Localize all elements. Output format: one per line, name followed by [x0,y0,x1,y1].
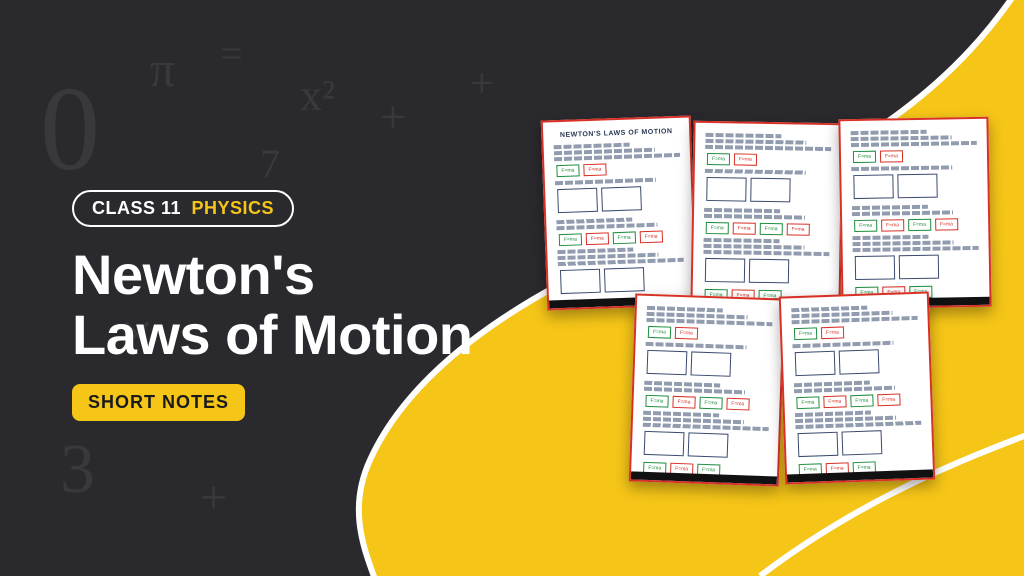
math-doodle: + [200,470,227,525]
math-doodle: = [220,30,243,77]
main-title: Newton's Laws of Motion [72,245,473,366]
formula-box-green: F=ma [613,232,636,245]
mini-diagram [604,267,645,292]
mini-diagram [601,186,642,211]
formula-box-green: F=ma [648,326,671,339]
mini-diagram [842,430,883,455]
formula-box-red: F=ma [821,326,844,339]
handwriting-line [797,484,873,485]
mini-diagram [647,350,688,375]
handwriting-line [852,240,953,246]
mini-diagram [855,255,895,280]
handwriting-line [703,250,829,256]
handwriting-line [705,169,806,175]
formula-box-red: F=ma [586,233,609,246]
mini-diagram [839,349,880,374]
handwriting-line [852,205,928,210]
math-doodle: π [150,40,175,98]
formula-box-green: F=ma [707,153,730,165]
formula-box-red: F=ma [823,395,846,408]
formula-box-green: F=ma [853,151,876,163]
formula-box-red: F=ma [733,222,756,234]
handwriting-line [853,246,979,252]
handwriting-line [792,341,893,349]
formula-box-green: F=ma [556,165,579,178]
math-doodle: x² [300,70,335,121]
mini-diagram [688,432,729,457]
handwriting-line [643,423,769,431]
headline-block: CLASS 11 PHYSICS Newton's Laws of Motion… [72,190,473,421]
math-doodle: 7 [260,140,280,187]
formula-box-red: F=ma [726,398,749,411]
formula-box-green: F=ma [796,396,819,409]
math-doodle: + [470,60,494,108]
notes-page: F=maF=maF=maF=maF=maF=maF=maF=maF=ma [779,291,935,484]
notes-page: F=maF=maF=maF=maF=maF=maF=maF=maF=ma [690,121,843,310]
formula-box-red: F=ma [672,396,695,409]
formula-box-green: F=ma [559,234,582,247]
math-doodle: + [380,90,406,143]
mini-diagram [795,351,836,376]
handwriting-line [705,133,781,138]
formula-box-red: F=ma [734,153,757,165]
handwriting-line [705,145,831,151]
title-line-1: Newton's [72,245,473,305]
handwriting-line [703,244,804,250]
math-doodle: 0 [40,60,100,198]
math-doodle: 3 [60,430,95,510]
formula-box-red: F=ma [881,219,904,231]
handwriting-line [851,135,952,141]
formula-box-red: F=ma [639,231,662,244]
handwriting-line [555,178,656,186]
handwriting-line [852,210,953,216]
handwriting-line [852,235,928,240]
mini-diagram [690,351,731,376]
formula-box-green: F=ma [794,327,817,340]
formula-box-red: F=ma [877,394,900,407]
formula-box-red: F=ma [786,223,809,235]
notes-page: NEWTON'S LAWS OF MOTIONF=maF=maF=maF=maF… [541,115,698,310]
formula-box-green: F=ma [645,395,668,408]
formula-box-red: F=ma [880,150,903,162]
notes-page-heading: NEWTON'S LAWS OF MOTION [553,126,679,142]
mini-diagram [706,177,746,202]
title-line-2: Laws of Motion [72,305,473,365]
handwriting-line [704,214,805,220]
handwriting-line [851,165,952,171]
class-subject-pill: CLASS 11 PHYSICS [72,190,294,227]
formula-box-green: F=ma [759,223,782,235]
mini-diagram [750,178,790,203]
formula-box-red: F=ma [583,164,606,177]
formula-box-green: F=ma [854,220,877,232]
mini-diagram [798,432,839,457]
handwriting-line [851,130,927,135]
formula-box-red: F=ma [675,327,698,340]
short-notes-badge: SHORT NOTES [72,384,245,421]
formula-box-green: F=ma [706,222,729,234]
mini-diagram [853,174,893,199]
mini-diagram [749,259,789,284]
handwriting-line [646,342,747,350]
formula-box-green: F=ma [908,219,931,231]
handwriting-line [641,484,717,487]
mini-diagram [560,269,601,294]
formula-box-green: F=ma [850,394,873,407]
handwriting-line [704,238,780,243]
mini-diagram [644,431,685,456]
handwriting-line [704,208,780,213]
notes-page: F=maF=maF=maF=maF=maF=maF=maF=maF=ma [629,293,785,486]
mini-diagram [557,188,598,213]
handwriting-line [705,139,806,145]
notes-pages-cluster: NEWTON'S LAWS OF MOTIONF=maF=maF=maF=maF… [544,118,984,458]
mini-diagram [899,255,939,280]
formula-box-green: F=ma [699,397,722,410]
mini-diagram [897,174,937,199]
handwriting-line [851,141,977,147]
mini-diagram [705,258,745,283]
class-label: CLASS 11 [92,198,181,218]
notes-page: F=maF=maF=maF=maF=maF=maF=maF=maF=ma [838,117,991,310]
subject-label: PHYSICS [192,198,275,218]
formula-box-red: F=ma [935,218,958,230]
